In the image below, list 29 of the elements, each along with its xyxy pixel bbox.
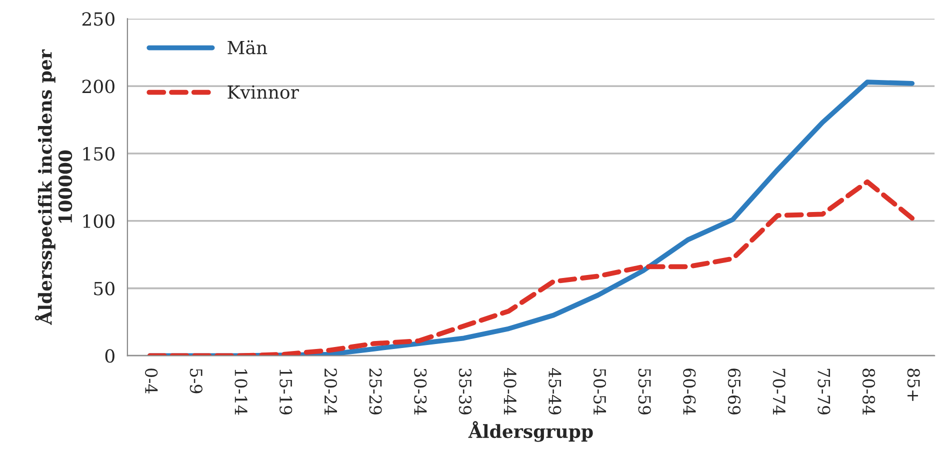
x-tick-label: 0-4 <box>145 368 158 394</box>
x-tick-label: 25-29 <box>369 368 382 414</box>
x-tick-label: 85+ <box>907 368 920 401</box>
x-tick-label: 65-69 <box>728 368 741 414</box>
x-tick-label: 45-49 <box>548 368 562 414</box>
x-tick-label: 55-59 <box>638 368 651 414</box>
x-tick-label: 10-14 <box>234 370 248 415</box>
x-tick-label: 70-74 <box>772 368 786 415</box>
x-tick-label: 50-54 <box>593 368 606 415</box>
y-tick-label: 50 <box>94 282 114 296</box>
x-tick-label: 30-34 <box>414 368 427 415</box>
y-axis-title: Åldersspecifik incidens per 100000 <box>34 49 72 326</box>
x-tick-label: 40-44 <box>504 368 516 415</box>
x-tick-label: 35-39 <box>458 368 472 414</box>
legend-label: Kvinnor <box>228 85 299 99</box>
x-tick-label: 60-64 <box>683 368 696 415</box>
y-tick-label: 200 <box>82 80 114 94</box>
y-tick-label: 150 <box>83 146 114 161</box>
legend-label: Män <box>228 40 268 54</box>
x-tick-label: 20-24 <box>324 368 337 415</box>
x-axis-title: Åldersgrupp <box>468 421 593 442</box>
y-tick-label: 250 <box>82 12 114 26</box>
x-tick-label: 80-84 <box>862 368 876 415</box>
y-tick-label: 0 <box>105 349 114 363</box>
x-tick-label: 75-79 <box>818 368 830 414</box>
line-series <box>147 179 915 356</box>
x-tick-label: 5-9 <box>190 368 202 394</box>
x-tick-label: 15-19 <box>280 370 292 414</box>
y-tick-label: 100 <box>83 214 114 228</box>
